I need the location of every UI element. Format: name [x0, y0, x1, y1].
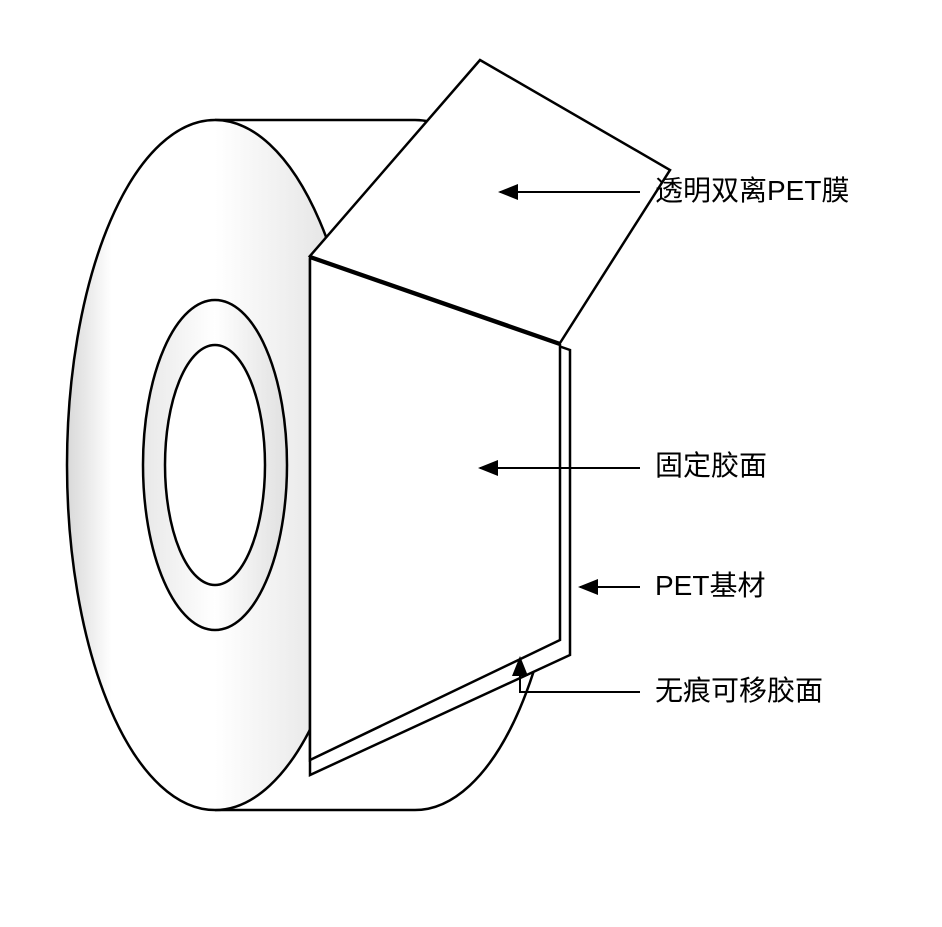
tape-roll-diagram: 透明双离PET膜 固定胶面 PET基材 无痕可移胶面 [0, 0, 942, 927]
roll-inner-hole [165, 345, 265, 585]
label-pet-substrate: PET基材 [655, 570, 765, 601]
label-fixed-adhesive: 固定胶面 [655, 450, 767, 481]
label-removable-adhesive: 无痕可移胶面 [655, 675, 823, 706]
diagram-container: 透明双离PET膜 固定胶面 PET基材 无痕可移胶面 [0, 0, 942, 927]
label-pet-film: 透明双离PET膜 [655, 175, 849, 206]
